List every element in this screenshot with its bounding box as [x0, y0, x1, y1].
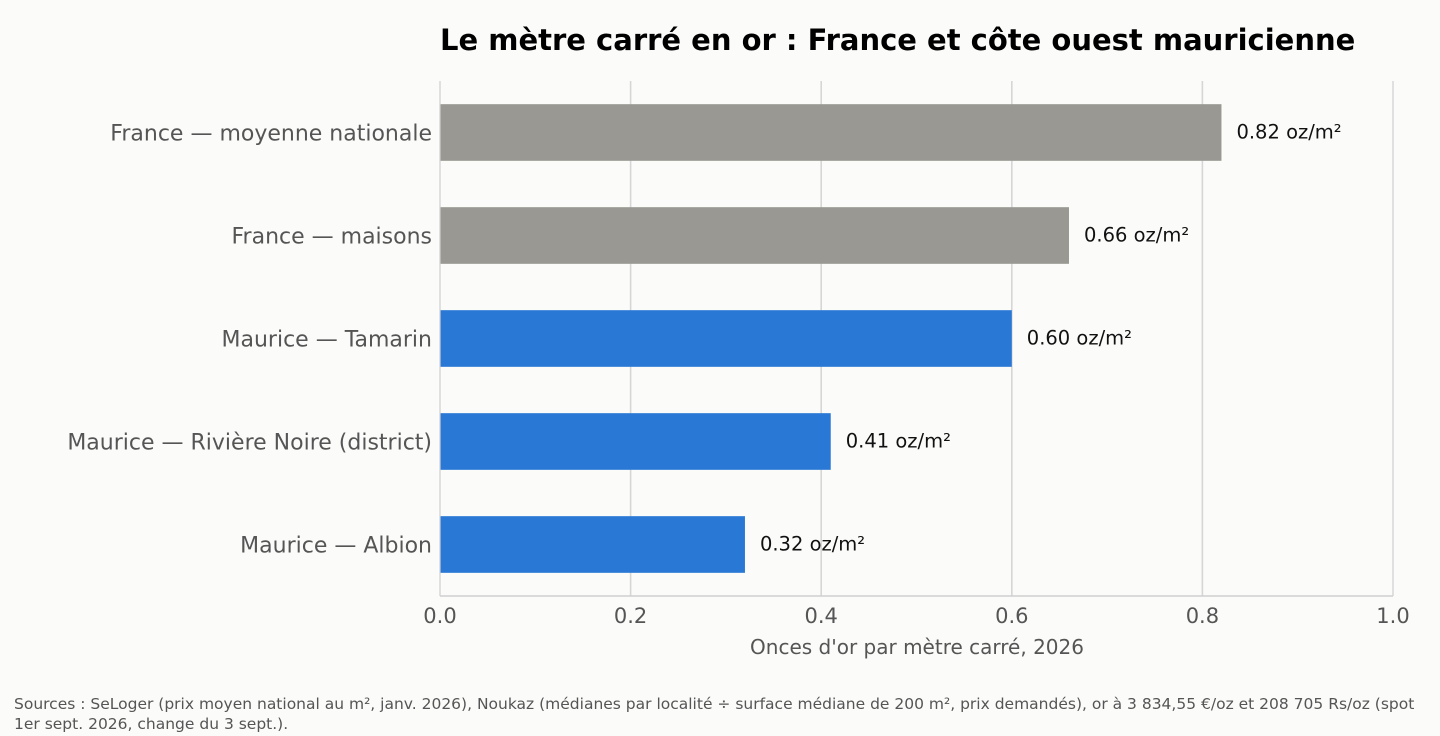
category-label: France — moyenne nationale — [110, 122, 432, 147]
x-tick-label: 0.8 — [1186, 604, 1219, 628]
x-tick-label: 0.2 — [614, 604, 647, 628]
category-label: Maurice — Tamarin — [222, 328, 432, 353]
bar — [440, 516, 745, 573]
bars — [440, 104, 1222, 573]
axes — [439, 81, 1394, 597]
value-label: 0.32 oz/m² — [760, 533, 865, 556]
value-label: 0.82 oz/m² — [1236, 121, 1341, 144]
category-label: France — maisons — [232, 225, 433, 250]
bar — [440, 413, 831, 470]
category-label: Maurice — Albion — [240, 534, 432, 559]
x-tick-label: 1.0 — [1376, 604, 1409, 628]
chart-title: Le mètre carré en or : France et côte ou… — [440, 23, 1355, 57]
bar — [440, 207, 1069, 264]
labels: 0.0 0.2 0.4 0.6 0.8 1.0 France — moyenne natio… — [67, 121, 1409, 629]
x-tick-label: 0.0 — [423, 604, 456, 628]
category-label: Maurice — Rivière Noire (district) — [67, 431, 432, 456]
x-tick-label: 0.6 — [995, 604, 1028, 628]
bar — [440, 310, 1012, 367]
x-axis-label: Onces d'or par mètre carré, 2026 — [750, 635, 1084, 659]
value-label: 0.60 oz/m² — [1027, 327, 1132, 350]
bar — [440, 104, 1222, 161]
x-tick-label: 0.4 — [804, 604, 837, 628]
value-label: 0.66 oz/m² — [1084, 224, 1189, 247]
value-label: 0.41 oz/m² — [846, 430, 951, 453]
source-footnote: Sources : SeLoger (prix moyen national a… — [14, 695, 1415, 733]
